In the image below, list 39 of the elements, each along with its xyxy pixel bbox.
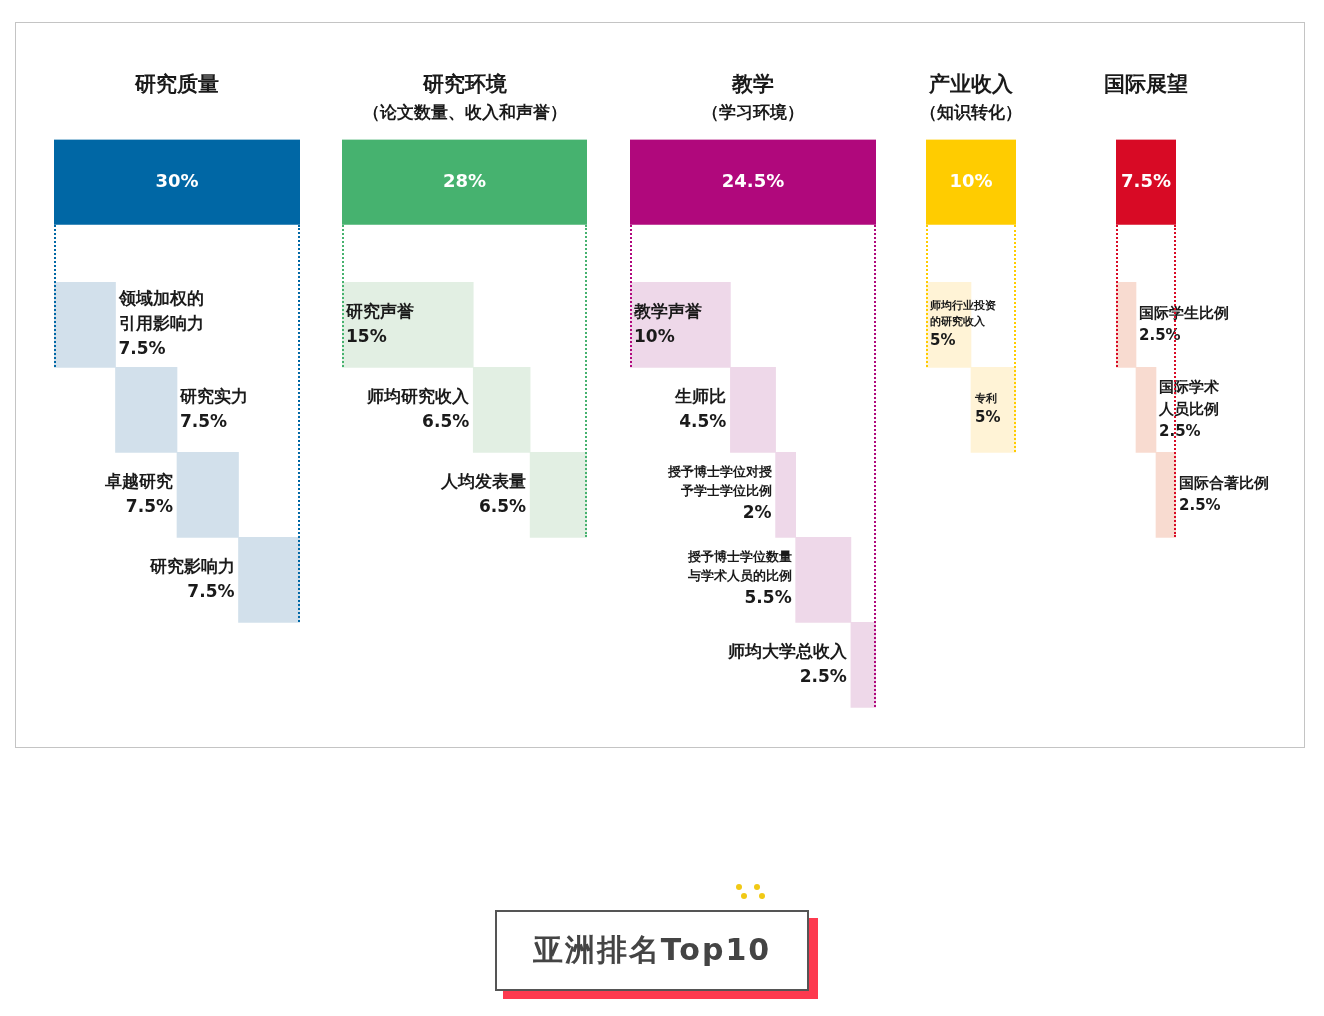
text: 研究质量 [135,72,219,96]
text: 教学 [732,72,774,96]
data-label: 5% [930,330,956,349]
text: （学习环境） [702,101,804,123]
data-label: 4.5% [679,410,727,431]
data-label: 2.5% [1179,495,1221,514]
text: 亚洲排名Top10 [532,931,772,969]
category-label: 专利 [974,391,997,405]
data-label: 10% [949,169,993,191]
data-label: 2% [742,502,772,523]
data-label: 6.5% [422,410,470,431]
data-label: 15% [346,325,387,346]
category-label: 师均行业投资的研究收入 [929,298,996,328]
data-label: 7.5% [125,495,173,516]
data-label: 7.5% [187,580,235,601]
category-label: 授予博士学位对授予学士学位比例 [666,464,772,499]
text: （论文数量、收入和声誉） [362,101,567,123]
data-label: 5% [975,407,1001,426]
data-label: 30% [155,169,199,191]
category-label: 教学声誉 [633,300,702,321]
text: 国际展望 [1104,72,1188,96]
data-label: 7.5% [1121,169,1171,191]
data-label: 28% [442,169,487,191]
data-label: 5.5% [744,587,792,608]
data-label: 2.5% [1139,325,1181,344]
text: 研究环境 [422,72,507,96]
data-label: 7.5% [180,410,228,431]
category-label: 研究声誉 [345,300,414,321]
text: 产业收入 [929,72,1013,96]
category-label: 研究影响力 [148,555,235,576]
category-label: 研究实力 [179,385,248,406]
data-label: 10% [634,325,675,346]
category-label: 授予博士学位数量与学术人员的比例 [686,549,792,584]
category-label: 国际合著比例 [1179,473,1269,492]
category-label: 卓越研究 [104,470,173,491]
category-label: 生师比 [674,385,727,406]
data-label: 24.5% [721,169,785,191]
text: （知识转化） [920,101,1022,123]
category-label: 师均研究收入 [366,385,471,406]
